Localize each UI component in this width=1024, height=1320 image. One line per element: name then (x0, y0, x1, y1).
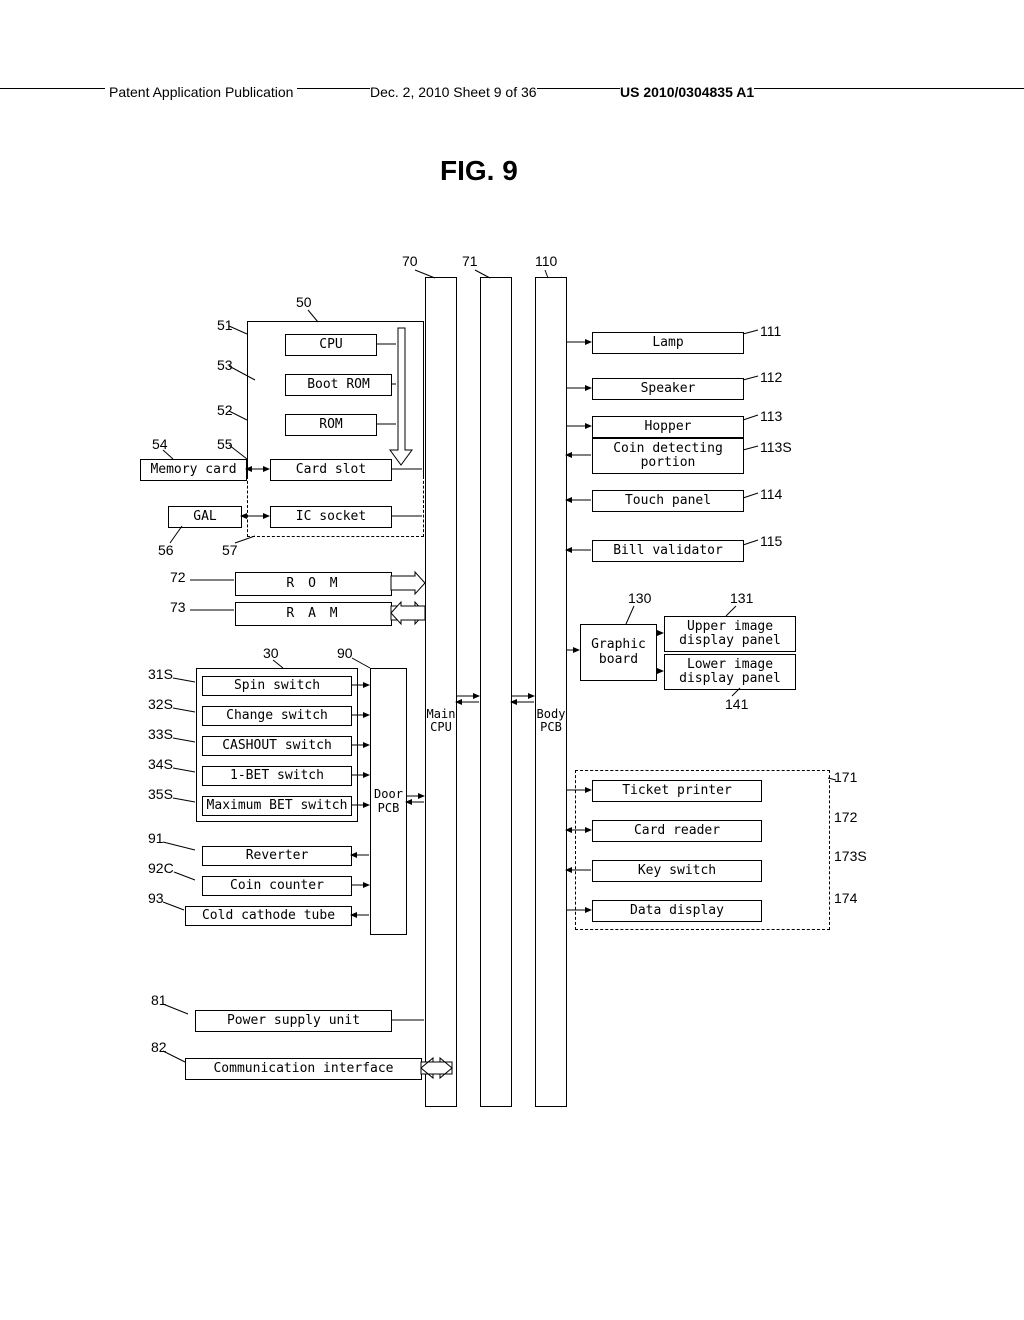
block-lamp: Lamp (592, 332, 744, 354)
page: Patent Application Publication Dec. 2, 2… (0, 0, 1024, 1320)
block-cpu: CPU (285, 334, 377, 356)
ref-53: 53 (217, 357, 233, 373)
ref-52: 52 (217, 402, 233, 418)
block-maxbet: Maximum BET switch (202, 796, 352, 816)
block-speaker: Speaker (592, 378, 744, 400)
label-doorpcb: Door PCB (371, 788, 406, 814)
ref-171: 171 (834, 769, 857, 785)
block-rom50: ROM (285, 414, 377, 436)
ref-32S: 32S (148, 696, 173, 712)
ref-30: 30 (263, 645, 279, 661)
ref-71: 71 (462, 253, 478, 269)
ref-90: 90 (337, 645, 353, 661)
ref-57: 57 (222, 542, 238, 558)
ref-70: 70 (402, 253, 418, 269)
ref-173S: 173S (834, 848, 867, 864)
ref-55: 55 (217, 436, 233, 452)
ref-172: 172 (834, 809, 857, 825)
ref-50: 50 (296, 294, 312, 310)
block-diagram: Main CPU Body PCB CPU Boot ROM ROM Card … (140, 250, 890, 1110)
block-bet1: 1-BET switch (202, 766, 352, 786)
block-coincounter: Coin counter (202, 876, 352, 896)
block-change: Change switch (202, 706, 352, 726)
header-center: Dec. 2, 2010 Sheet 9 of 36 (370, 84, 537, 100)
block-cardslot: Card slot (270, 459, 392, 481)
block-70: Main CPU (425, 277, 457, 1107)
block-touchpanel: Touch panel (592, 490, 744, 512)
block-gal: GAL (168, 506, 242, 528)
ref-174: 174 (834, 890, 857, 906)
label-bodypcb: Body PCB (536, 708, 566, 734)
ref-111: 111 (760, 323, 781, 339)
ref-34S: 34S (148, 756, 173, 772)
block-coldcathode: Cold cathode tube (185, 906, 352, 926)
ref-112: 112 (760, 369, 782, 385)
ref-113S: 113S (760, 439, 792, 455)
block-reverter: Reverter (202, 846, 352, 866)
ref-31S: 31S (148, 666, 173, 682)
ref-72: 72 (170, 569, 186, 585)
ref-114: 114 (760, 486, 782, 502)
block-71 (480, 277, 512, 1107)
block-ticketprinter: Ticket printer (592, 780, 762, 802)
ref-92C: 92C (148, 860, 174, 876)
ref-141: 141 (725, 696, 748, 712)
header-right: US 2010/0304835 A1 (620, 84, 754, 100)
block-comm: Communication interface (185, 1058, 422, 1080)
block-memorycard: Memory card (140, 459, 247, 481)
ref-81: 81 (151, 992, 167, 1008)
label-maincpu: Main CPU (426, 708, 456, 734)
figure-title: FIG. 9 (440, 155, 518, 187)
block-upperdisp: Upper image display panel (664, 616, 796, 652)
ref-82: 82 (151, 1039, 167, 1055)
block-bootrom: Boot ROM (285, 374, 392, 396)
block-coindetect: Coin detecting portion (592, 438, 744, 474)
ref-93: 93 (148, 890, 164, 906)
header-line: Patent Application Publication Dec. 2, 2… (0, 88, 1024, 109)
block-cardreader: Card reader (592, 820, 762, 842)
block-datadisplay: Data display (592, 900, 762, 922)
ref-54: 54 (152, 436, 168, 452)
block-cashout: CASHOUT switch (202, 736, 352, 756)
block-keyswitch: Key switch (592, 860, 762, 882)
ref-130: 130 (628, 590, 651, 606)
ref-91: 91 (148, 830, 164, 846)
block-doorpcb: Door PCB (370, 668, 407, 935)
ref-33S: 33S (148, 726, 173, 742)
ref-131: 131 (730, 590, 753, 606)
ref-35S: 35S (148, 786, 173, 802)
block-psu: Power supply unit (195, 1010, 392, 1032)
ref-51: 51 (217, 317, 233, 333)
ref-110: 110 (535, 253, 557, 269)
block-rom72: R O M (235, 572, 392, 596)
block-graphicboard: Graphic board (580, 624, 657, 681)
block-hopper: Hopper (592, 416, 744, 438)
ref-56: 56 (158, 542, 174, 558)
block-110: Body PCB (535, 277, 567, 1107)
block-ram73: R A M (235, 602, 392, 626)
block-icsocket: IC socket (270, 506, 392, 528)
block-lowerdisp: Lower image display panel (664, 654, 796, 690)
block-spin: Spin switch (202, 676, 352, 696)
block-billvalidator: Bill validator (592, 540, 744, 562)
ref-113: 113 (760, 408, 782, 424)
ref-73: 73 (170, 599, 186, 615)
header-left: Patent Application Publication (105, 84, 297, 100)
ref-115: 115 (760, 533, 782, 549)
